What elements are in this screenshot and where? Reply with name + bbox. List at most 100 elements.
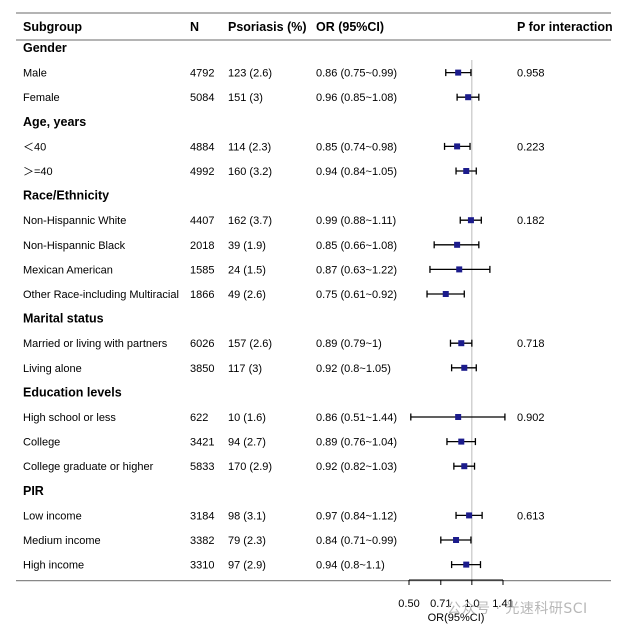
n-value: 1866	[190, 289, 214, 301]
p-interaction-value: 0.223	[517, 141, 545, 153]
or-value: 0.85 (0.74~0.98)	[316, 141, 397, 153]
n-value: 3184	[190, 510, 214, 522]
p-interaction-value: 0.958	[517, 68, 545, 80]
or-point	[453, 537, 460, 543]
x-tick-label: 1.0	[464, 598, 479, 610]
group-label: Age, years	[23, 115, 86, 129]
subgroup-label: Medium income	[23, 535, 101, 547]
header-subgroup: Subgroup	[23, 20, 82, 34]
header-or: OR (95%CI)	[316, 20, 384, 34]
psoriasis-value: 79 (2.3)	[228, 535, 266, 547]
or-value: 0.92 (0.8~1.05)	[316, 363, 391, 375]
n-value: 6026	[190, 338, 214, 350]
or-point	[456, 266, 463, 273]
n-value: 622	[190, 412, 208, 424]
subgroup-label: Living alone	[23, 363, 82, 375]
n-value: 5833	[190, 461, 214, 473]
or-point	[458, 340, 465, 347]
header-psoriasis: Psoriasis (%)	[228, 20, 307, 34]
or-value: 0.94 (0.84~1.05)	[316, 166, 397, 178]
header-p: P for interaction	[517, 20, 613, 34]
or-point	[467, 217, 474, 224]
psoriasis-value: 157 (2.6)	[228, 338, 272, 350]
subgroup-label: Other Race-including Multiracial	[23, 289, 179, 301]
or-point	[463, 561, 470, 568]
subgroup-label: Non-Hispannic Black	[23, 240, 126, 252]
psoriasis-value: 114 (2.3)	[228, 141, 271, 153]
psoriasis-value: 39 (1.9)	[228, 240, 266, 252]
or-point	[455, 69, 462, 76]
psoriasis-value: 160 (3.2)	[228, 166, 272, 178]
p-interaction-value: 0.902	[517, 412, 545, 424]
psoriasis-value: 123 (2.6)	[228, 68, 272, 80]
psoriasis-value: 49 (2.6)	[228, 289, 266, 301]
subgroup-label: Mexican American	[23, 264, 113, 276]
or-point	[454, 241, 461, 248]
p-interaction-value: 0.182	[517, 215, 545, 227]
or-point	[461, 364, 468, 371]
or-value: 0.99 (0.88~1.11)	[316, 215, 396, 227]
or-point	[463, 168, 470, 174]
group-label: Marital status	[23, 312, 104, 326]
or-value: 0.84 (0.71~0.99)	[316, 535, 397, 547]
or-value: 0.89 (0.76~1.04)	[316, 437, 397, 449]
or-value: 0.86 (0.51~1.44)	[316, 412, 397, 424]
group-label: PIR	[23, 484, 44, 498]
n-value: 1585	[190, 264, 214, 276]
n-value: 2018	[190, 240, 214, 252]
or-value: 0.89 (0.79~1)	[316, 338, 382, 350]
group-label: Education levels	[23, 385, 122, 399]
or-point	[455, 414, 462, 420]
x-axis-label: OR(95%CI)	[428, 612, 485, 624]
or-value: 0.87 (0.63~1.22)	[316, 264, 397, 276]
p-interaction-value: 0.613	[517, 510, 545, 522]
subgroup-label: College graduate or higher	[23, 461, 154, 473]
group-label: Gender	[23, 41, 67, 55]
psoriasis-value: 10 (1.6)	[228, 412, 266, 424]
x-tick-label: 0.50	[398, 598, 419, 610]
n-value: 4992	[190, 166, 214, 178]
n-value: 4792	[190, 68, 214, 80]
or-point	[458, 438, 465, 445]
x-tick-label: 0.71	[430, 598, 451, 610]
subgroup-label: Low income	[23, 510, 82, 522]
psoriasis-value: 170 (2.9)	[228, 461, 272, 473]
or-point	[461, 463, 468, 470]
subgroup-label: High school or less	[23, 412, 116, 424]
or-point	[454, 143, 461, 150]
psoriasis-value: 117 (3)	[228, 363, 262, 375]
p-interaction-value: 0.718	[517, 338, 545, 350]
n-value: 3310	[190, 560, 214, 572]
n-value: 3382	[190, 535, 214, 547]
n-value: 4407	[190, 215, 214, 227]
n-value: 4884	[190, 141, 214, 153]
or-value: 0.85 (0.66~1.08)	[316, 240, 397, 252]
subgroup-label: ＞=40	[23, 166, 53, 178]
subgroup-label: Married or living with partners	[23, 338, 168, 350]
or-point	[465, 94, 472, 101]
or-value: 0.94 (0.8~1.1)	[316, 560, 385, 572]
subgroup-label: ＜40	[23, 141, 46, 153]
psoriasis-value: 97 (2.9)	[228, 560, 266, 572]
or-point	[466, 512, 473, 519]
subgroup-label: Male	[23, 68, 47, 80]
subgroup-label: High income	[23, 560, 84, 572]
or-point	[442, 291, 449, 297]
n-value: 5084	[190, 92, 214, 104]
or-value: 0.86 (0.75~0.99)	[316, 68, 397, 80]
or-value: 0.97 (0.84~1.12)	[316, 510, 397, 522]
subgroup-label: Non-Hispannic White	[23, 215, 126, 227]
n-value: 3850	[190, 363, 214, 375]
header-n: N	[190, 20, 199, 34]
psoriasis-value: 24 (1.5)	[228, 264, 266, 276]
psoriasis-value: 162 (3.7)	[228, 215, 272, 227]
subgroup-label: Female	[23, 92, 60, 104]
x-tick-label: 1.41	[492, 598, 513, 610]
or-value: 0.75 (0.61~0.92)	[316, 289, 397, 301]
psoriasis-value: 94 (2.7)	[228, 437, 266, 449]
watermark: 公众号 · 光速科研SCI	[447, 601, 588, 617]
group-label: Race/Ethnicity	[23, 189, 109, 203]
n-value: 3421	[190, 437, 214, 449]
or-value: 0.92 (0.82~1.03)	[316, 461, 397, 473]
